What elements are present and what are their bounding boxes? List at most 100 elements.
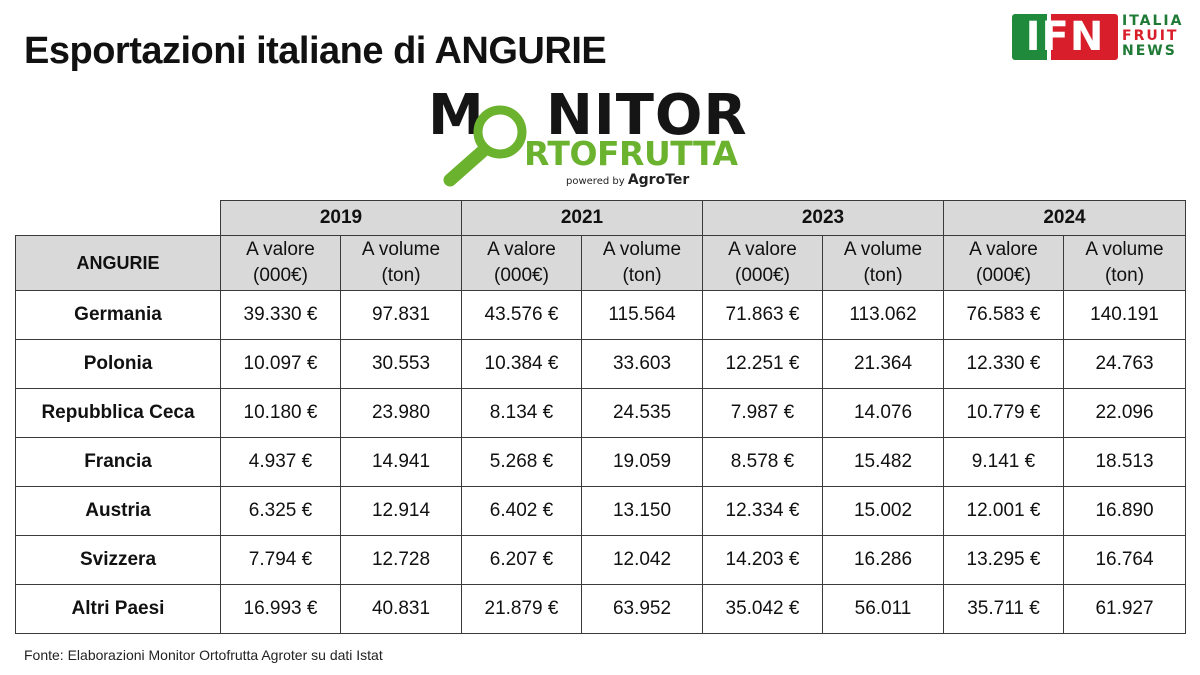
value-cell: 8.578 € [702,437,823,487]
year-header: 2024 [943,200,1186,236]
exports-table: 2019 2021 2023 2024 ANGURIE A valore (000… [15,200,1186,634]
volume-cell: 12.042 [581,535,703,585]
volume-cell: 56.011 [822,584,944,634]
volume-cell: 30.553 [340,339,462,389]
ifn-logo-badge: IFN [1012,14,1118,60]
source-note: Fonte: Elaborazioni Monitor Ortofrutta A… [24,647,383,663]
volume-column-header: A volume (ton) [1063,235,1186,291]
ifn-logo-line2: FRUIT [1122,28,1179,44]
value-cell: 10.180 € [220,388,341,438]
agroter-brand: AgroTer [627,172,690,188]
volume-cell: 18.513 [1063,437,1186,487]
table-body: Germania 39.330 €97.831 43.576 €115.564 71.… [15,290,1186,634]
volume-cell: 140.191 [1063,290,1186,340]
monitor-logo-powered-by: powered by AgroTer [566,172,689,188]
table-row: Svizzera 7.794 €12.728 6.207 €12.042 14.203… [15,535,1186,585]
value-cell: 71.863 € [702,290,823,340]
year-header: 2023 [702,200,944,236]
volume-column-header: A volume (ton) [822,235,944,291]
value-cell: 14.203 € [702,535,823,585]
ifn-logo-words: ITALIA FRUIT NEWS [1122,14,1183,59]
country-cell: Altri Paesi [15,584,221,634]
country-cell: Germania [15,290,221,340]
volume-cell: 16.890 [1063,486,1186,536]
volume-cell: 24.763 [1063,339,1186,389]
ifn-logo-line3: NEWS [1122,43,1177,59]
monitor-ortofrutta-logo: M NITOR RTOFRUTTA powered by AgroTer [428,84,778,190]
monitor-logo-nitor: NITOR [546,83,748,148]
volume-column-header: A volume (ton) [340,235,462,291]
table-row: Polonia 10.097 €30.553 10.384 €33.603 12.25… [15,339,1186,389]
table-row: Altri Paesi 16.993 €40.831 21.879 €63.952 3… [15,584,1186,634]
value-cell: 35.042 € [702,584,823,634]
volume-cell: 19.059 [581,437,703,487]
volume-cell: 15.002 [822,486,944,536]
value-cell: 35.711 € [943,584,1064,634]
volume-cell: 63.952 [581,584,703,634]
volume-cell: 23.980 [340,388,462,438]
value-cell: 12.330 € [943,339,1064,389]
value-cell: 21.879 € [461,584,582,634]
value-cell: 12.251 € [702,339,823,389]
volume-cell: 14.941 [340,437,462,487]
table-row: Repubblica Ceca 10.180 €23.980 8.134 €24.5… [15,388,1186,438]
value-column-header: A valore (000€) [943,235,1064,291]
volume-cell: 13.150 [581,486,703,536]
value-cell: 12.334 € [702,486,823,536]
country-cell: Repubblica Ceca [15,388,221,438]
volume-cell: 40.831 [340,584,462,634]
value-cell: 10.384 € [461,339,582,389]
value-cell: 12.001 € [943,486,1064,536]
magnifier-icon [443,105,527,187]
volume-cell: 97.831 [340,290,462,340]
country-cell: Austria [15,486,221,536]
column-header-row: ANGURIE A valore (000€) A volume (ton) A v… [15,235,1186,291]
volume-cell: 16.286 [822,535,944,585]
monitor-logo-ortofrutta: RTOFRUTTA [524,134,738,173]
value-column-header: A valore (000€) [220,235,341,291]
page-title: Esportazioni italiane di ANGURIE [24,30,607,72]
value-cell: 6.207 € [461,535,582,585]
value-cell: 7.794 € [220,535,341,585]
volume-cell: 14.076 [822,388,944,438]
volume-cell: 33.603 [581,339,703,389]
volume-cell: 21.364 [822,339,944,389]
value-cell: 10.097 € [220,339,341,389]
year-header: 2021 [461,200,703,236]
value-cell: 9.141 € [943,437,1064,487]
value-cell: 8.134 € [461,388,582,438]
table-row: Austria 6.325 €12.914 6.402 €13.150 12.334 … [15,486,1186,536]
table-row: Francia 4.937 €14.941 5.268 €19.059 8.578 €… [15,437,1186,487]
table-row: Germania 39.330 €97.831 43.576 €115.564 71.… [15,290,1186,340]
volume-cell: 113.062 [822,290,944,340]
value-column-header: A valore (000€) [461,235,582,291]
blank-corner [15,200,221,236]
value-cell: 13.295 € [943,535,1064,585]
value-column-header: A valore (000€) [702,235,823,291]
value-cell: 6.402 € [461,486,582,536]
value-cell: 4.937 € [220,437,341,487]
country-cell: Svizzera [15,535,221,585]
value-cell: 6.325 € [220,486,341,536]
volume-cell: 24.535 [581,388,703,438]
ifn-logo-letters: IFN [1025,14,1105,60]
powered-by-text: powered by [566,176,625,187]
volume-cell: 61.927 [1063,584,1186,634]
value-cell: 10.779 € [943,388,1064,438]
value-cell: 43.576 € [461,290,582,340]
value-cell: 16.993 € [220,584,341,634]
volume-cell: 12.728 [340,535,462,585]
volume-cell: 22.096 [1063,388,1186,438]
year-header: 2019 [220,200,462,236]
volume-cell: 16.764 [1063,535,1186,585]
value-cell: 7.987 € [702,388,823,438]
volume-cell: 15.482 [822,437,944,487]
volume-cell: 115.564 [581,290,703,340]
ifn-logo: IFN ITALIA FRUIT NEWS [1012,14,1192,64]
value-cell: 76.583 € [943,290,1064,340]
country-cell: Francia [15,437,221,487]
volume-cell: 12.914 [340,486,462,536]
row-header-label: ANGURIE [15,235,221,291]
value-cell: 5.268 € [461,437,582,487]
year-header-row: 2019 2021 2023 2024 [15,200,1186,236]
